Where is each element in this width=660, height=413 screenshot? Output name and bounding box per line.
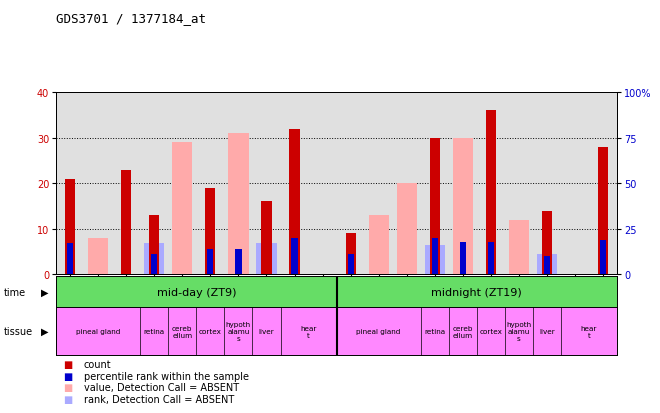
Bar: [228, 134, 249, 275]
Text: ■: ■: [63, 371, 72, 381]
Text: ■: ■: [63, 394, 72, 404]
Bar: [424, 246, 445, 275]
Bar: [460, 242, 466, 275]
Bar: [65, 179, 75, 275]
Text: cereb
ellum: cereb ellum: [172, 325, 193, 338]
Text: retina: retina: [144, 328, 165, 335]
Bar: [121, 170, 131, 275]
Bar: [172, 143, 193, 275]
Text: rank, Detection Call = ABSENT: rank, Detection Call = ABSENT: [84, 394, 234, 404]
Bar: [261, 202, 271, 275]
Bar: [598, 147, 608, 275]
Text: ▶: ▶: [41, 287, 49, 297]
Text: ▶: ▶: [41, 326, 49, 337]
Text: cortex: cortex: [479, 328, 502, 335]
Text: hypoth
alamu
s: hypoth alamu s: [506, 321, 531, 342]
Bar: [172, 255, 193, 275]
Bar: [256, 244, 277, 275]
Bar: [346, 234, 356, 275]
Text: retina: retina: [424, 328, 446, 335]
Bar: [67, 244, 73, 275]
Bar: [149, 216, 159, 275]
Bar: [488, 242, 494, 275]
Bar: [430, 138, 440, 275]
Bar: [397, 244, 417, 275]
Text: liver: liver: [259, 328, 275, 335]
Bar: [368, 216, 389, 275]
Text: cortex: cortex: [199, 328, 222, 335]
Bar: [397, 184, 417, 275]
Text: tissue: tissue: [3, 326, 32, 337]
Bar: [151, 255, 157, 275]
Bar: [236, 249, 242, 275]
Bar: [432, 238, 438, 275]
Bar: [290, 129, 300, 275]
Text: midnight (ZT19): midnight (ZT19): [432, 287, 522, 297]
Bar: [88, 238, 108, 275]
Bar: [542, 211, 552, 275]
Text: GDS3701 / 1377184_at: GDS3701 / 1377184_at: [56, 12, 206, 25]
Bar: [88, 256, 108, 275]
Text: count: count: [84, 359, 112, 369]
Bar: [144, 244, 164, 275]
Bar: [544, 256, 550, 275]
Bar: [509, 220, 529, 275]
Text: percentile rank within the sample: percentile rank within the sample: [84, 371, 249, 381]
Text: liver: liver: [539, 328, 555, 335]
Text: hear
t: hear t: [581, 325, 597, 338]
Text: hypoth
alamu
s: hypoth alamu s: [226, 321, 251, 342]
Bar: [453, 138, 473, 275]
Bar: [348, 255, 354, 275]
Text: cereb
ellum: cereb ellum: [453, 325, 473, 338]
Text: pineal gland: pineal gland: [76, 328, 120, 335]
Text: ■: ■: [63, 359, 72, 369]
Text: ■: ■: [63, 382, 72, 392]
Text: mid-day (ZT9): mid-day (ZT9): [156, 287, 236, 297]
Bar: [600, 240, 606, 275]
Bar: [486, 111, 496, 275]
Bar: [207, 249, 213, 275]
Text: value, Detection Call = ABSENT: value, Detection Call = ABSENT: [84, 382, 239, 392]
Text: time: time: [3, 287, 26, 297]
Bar: [205, 188, 215, 275]
Bar: [537, 255, 557, 275]
Bar: [292, 238, 298, 275]
Text: hear
t: hear t: [300, 325, 317, 338]
Text: pineal gland: pineal gland: [356, 328, 401, 335]
